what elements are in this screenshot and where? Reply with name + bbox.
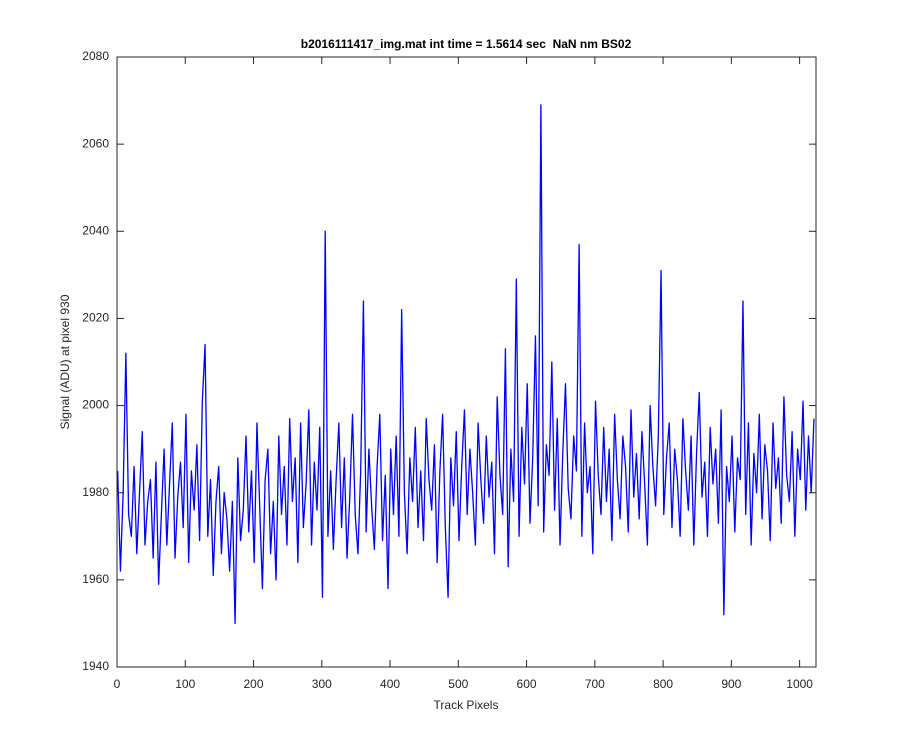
x-tick-label: 500 (448, 677, 468, 691)
x-tick-label: 0 (114, 677, 121, 691)
x-axis-label: Track Pixels (434, 698, 499, 712)
y-tick-label: 1960 (82, 572, 109, 586)
x-tick-label: 800 (653, 677, 673, 691)
y-tick-label: 2080 (82, 49, 109, 63)
y-tick-label: 1940 (82, 659, 109, 673)
y-tick-label: 2020 (82, 311, 109, 325)
y-tick-label: 2060 (82, 136, 109, 150)
x-tick-label: 700 (585, 677, 605, 691)
x-tick-label: 200 (244, 677, 264, 691)
y-axis-label: Signal (ADU) at pixel 930 (58, 294, 72, 429)
x-tick-label: 300 (312, 677, 332, 691)
axes-box (116, 56, 817, 668)
data-line (117, 104, 815, 625)
chart-title: b2016111417_img.mat int time = 1.5614 se… (301, 37, 632, 51)
y-tick-label: 2000 (82, 398, 109, 412)
x-tick-label: 100 (175, 677, 195, 691)
x-tick-label: 600 (517, 677, 537, 691)
x-tick-label: 400 (380, 677, 400, 691)
x-tick-label: 1000 (786, 677, 813, 691)
y-tick-label: 1980 (82, 485, 109, 499)
y-tick-label: 2040 (82, 223, 109, 237)
x-tick-label: 900 (721, 677, 741, 691)
